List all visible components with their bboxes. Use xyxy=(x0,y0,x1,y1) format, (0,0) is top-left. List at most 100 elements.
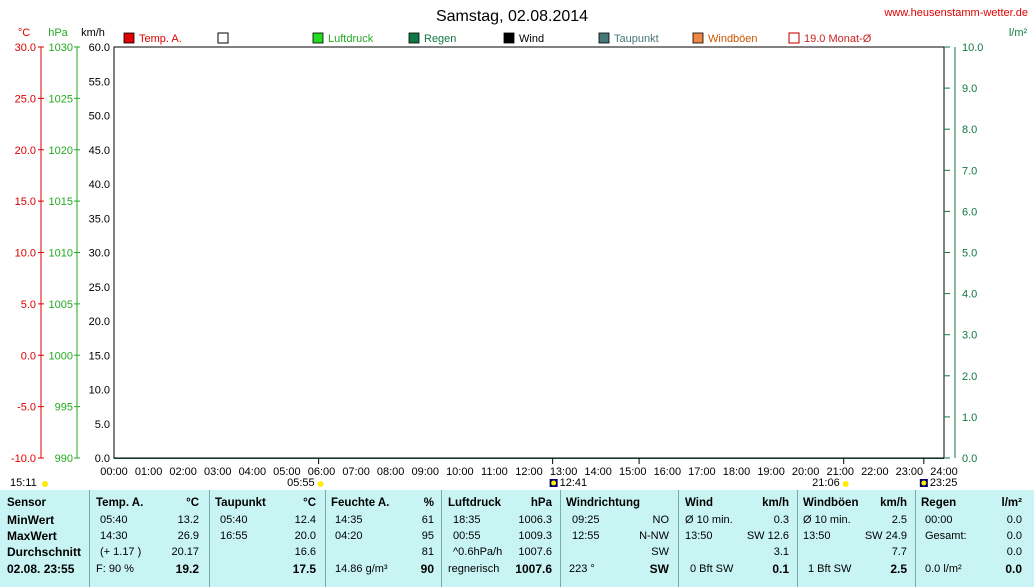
hum-footer-value: 90 xyxy=(420,562,434,576)
dir-row-value: N-NW xyxy=(639,530,669,542)
dir-row-time: 12:55 xyxy=(572,530,600,542)
dew-unit-header: °C xyxy=(303,497,316,509)
dew-header: Taupunkt xyxy=(215,497,266,509)
hum-row-time: 04:20 xyxy=(335,530,363,542)
press-header: Luftdruck xyxy=(448,497,502,509)
wind-header: Wind xyxy=(685,497,713,509)
hum-row-value: 95 xyxy=(421,530,434,542)
temp-unit-header: °C xyxy=(186,497,199,509)
x-tick-label: 08:00 xyxy=(377,466,405,478)
pressure-tick-label: 995 xyxy=(55,402,73,414)
sensor-row-label: Durchschnitt xyxy=(7,545,82,559)
x-tick-label: 11:00 xyxy=(481,466,508,478)
x-tick-label: 02:00 xyxy=(169,466,197,478)
time-markers: 15:11 05:55 12:41 21:06 23:25 xyxy=(10,458,957,489)
plot-frame xyxy=(113,46,945,459)
rain-unit: l/m² xyxy=(1009,27,1028,39)
hum-header: Feuchte A. xyxy=(331,497,390,509)
legend-item: 19.0 Monat-Ø xyxy=(788,32,872,45)
temp-tick-label: 5.0 xyxy=(21,299,36,311)
table-row: MinWert 05:40 13.2 05:40 12.4 14:35 61 18:35 100… xyxy=(0,512,1034,528)
axes xyxy=(38,46,956,459)
rain-row-value: 0.0 xyxy=(1006,530,1022,542)
legend-swatch xyxy=(123,32,135,44)
wind-tick-label: 10.0 xyxy=(89,385,110,397)
temp-tick-label: -5.0 xyxy=(17,402,36,414)
rain-tick-label: 4.0 xyxy=(962,289,977,301)
temp-row-value: 20.17 xyxy=(171,546,199,558)
gust-header: Windböen xyxy=(803,497,859,509)
wind-unit-header: km/h xyxy=(762,497,789,509)
press-row-value: 1006.3 xyxy=(518,514,552,526)
gust-row-time: 13:50 xyxy=(803,530,831,542)
hum-footer-label: 14.86 g/m³ xyxy=(335,563,388,575)
rain-tick-label: 7.0 xyxy=(962,165,977,177)
rain-row-time: Gesamt: xyxy=(925,530,967,542)
press-unit-header: hPa xyxy=(530,497,552,509)
legend-swatch xyxy=(408,32,420,44)
legend-item: Regen xyxy=(408,32,456,45)
column-divider xyxy=(560,490,561,587)
press-footer-label: regnerisch xyxy=(448,563,500,575)
legend-label: 19.0 Monat-Ø xyxy=(804,33,872,45)
marker-label: 23:25 xyxy=(930,477,958,489)
pressure-tick-label: 1005 xyxy=(49,299,73,311)
table-footer-row: 02.08. 23:55 F: 90 % 19.2 17.5 14.86 g/m… xyxy=(0,561,1034,577)
rain-footer-value: 0.0 xyxy=(1005,562,1022,576)
dir-row-value: SW xyxy=(651,546,669,558)
legend-swatch xyxy=(312,32,324,44)
press-row-value: 1009.3 xyxy=(518,530,552,542)
temp-unit: °C xyxy=(18,27,30,39)
wind-tick-label: 35.0 xyxy=(89,213,110,225)
pressure-tick-label: 1020 xyxy=(49,145,73,157)
wind-row-time: Ø 10 min. xyxy=(685,514,733,526)
press-row-value: 1007.6 xyxy=(518,546,552,558)
wind-tick-label: 50.0 xyxy=(89,111,110,123)
rain-tick-label: 10.0 xyxy=(962,42,983,54)
x-tick-label: 00:00 xyxy=(100,466,128,478)
gust-row-value: 7.7 xyxy=(891,546,907,558)
sensor-row-label: MinWert xyxy=(7,513,55,527)
legend-item: Windböen xyxy=(692,32,758,45)
temp-tick-label: 15.0 xyxy=(15,196,36,208)
marker-label: 21:06 xyxy=(812,477,840,489)
marker-label: 05:55 xyxy=(287,477,315,489)
sensor-footer: 02.08. 23:55 xyxy=(7,562,75,576)
site-url[interactable]: www.heusenstamm-wetter.de xyxy=(883,7,1028,19)
rain-row-value: 0.0 xyxy=(1006,546,1022,558)
wind-row-value: 3.1 xyxy=(773,546,789,558)
hum-row-value: 81 xyxy=(421,546,434,558)
x-tick-label: 16:00 xyxy=(654,466,682,478)
dew-row-time: 05:40 xyxy=(220,514,248,526)
x-tick-label: 05:00 xyxy=(273,466,301,478)
sensor-header: Sensor xyxy=(7,497,46,509)
sunrise-icon xyxy=(317,481,324,487)
x-tick-label: 24:00 xyxy=(930,466,958,478)
wind-row-time: 13:50 xyxy=(685,530,713,542)
x-tick-label: 22:00 xyxy=(861,466,889,478)
legend: Temp. A. Luftdruck Regen Wind Taupunkt Windbö… xyxy=(123,32,872,45)
legend-item: Taupunkt xyxy=(598,32,659,45)
temp-tick-label: 20.0 xyxy=(15,145,36,157)
dir-footer-label: 223 ° xyxy=(569,563,595,575)
x-tick-label: 12:00 xyxy=(515,466,543,478)
x-tick-label: 06:00 xyxy=(308,466,336,478)
dew-row-value: 20.0 xyxy=(294,530,316,542)
x-tick-label: 01:00 xyxy=(135,466,163,478)
legend-swatch xyxy=(692,32,704,44)
table-header-row: Sensor Temp. A. °C Taupunkt °C Feuchte A… xyxy=(0,495,1034,511)
x-tick-label: 19:00 xyxy=(757,466,785,478)
x-tick-label: 23:00 xyxy=(896,466,924,478)
pressure-tick-label: 1030 xyxy=(49,42,73,54)
legend-item: Luftdruck xyxy=(312,32,374,45)
legend-swatch xyxy=(788,32,800,44)
gust-row-time: Ø 10 min. xyxy=(803,514,851,526)
table-row: MaxWert 14:30 26.9 16:55 20.0 04:20 95 00:55 100… xyxy=(0,528,1034,544)
x-tick-label: 09:00 xyxy=(411,466,439,478)
temp-row-time: (+ 1.17 ) xyxy=(100,546,142,558)
wind-tick-label: 5.0 xyxy=(95,419,110,431)
column-divider xyxy=(209,490,210,587)
x-tick-label: 15:00 xyxy=(619,466,647,478)
dir-footer-value: SW xyxy=(649,562,669,576)
temp-row-time: 05:40 xyxy=(100,514,128,526)
